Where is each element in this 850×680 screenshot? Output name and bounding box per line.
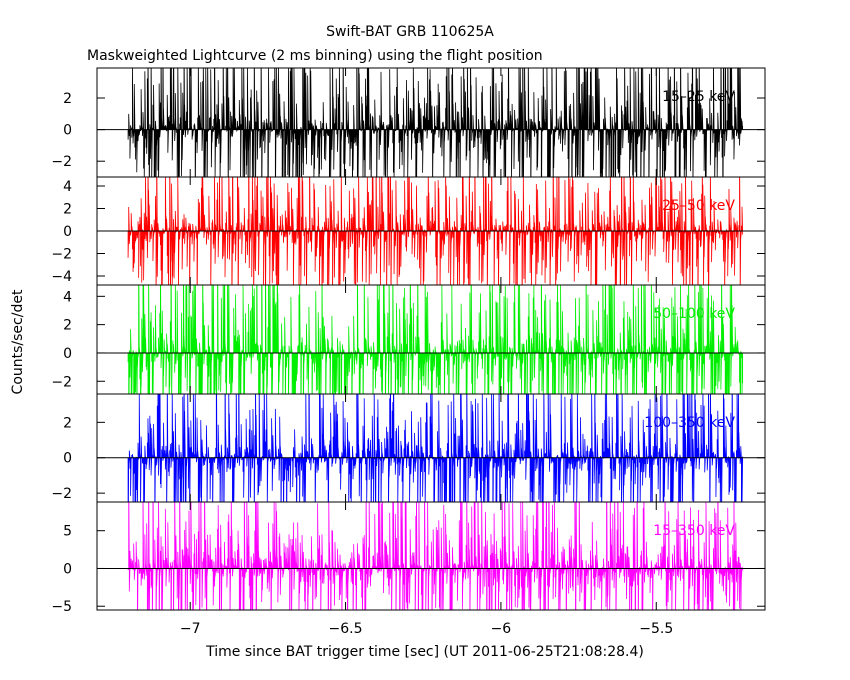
series-trace: [127, 502, 744, 610]
y-axis-label: Counts/sec/det: [10, 289, 26, 394]
chart-subtitle: Maskweighted Lightcurve (2 ms binning) u…: [87, 48, 543, 64]
chart-title: Swift-BAT GRB 110625A: [326, 24, 494, 40]
legend-label: 50–100 keV: [653, 306, 735, 322]
y-tick-label: 2: [63, 202, 72, 218]
x-tick-label: −7: [180, 621, 201, 637]
y-tick-label: 0: [63, 561, 72, 577]
y-tick-label: 2: [63, 318, 72, 334]
y-tick-label: 0: [63, 346, 72, 362]
y-tick-label: 5: [63, 524, 72, 540]
legend-label: 15–25 keV: [662, 89, 735, 105]
y-tick-label: 4: [63, 289, 72, 305]
x-tick-label: −6.5: [329, 621, 363, 637]
series-trace: [127, 68, 744, 177]
panels-group: −2 0 2 15–25 keV −4 −2 0 2 4 25–50 keV −2 0 2 4 50–100…: [51, 67, 766, 615]
series-trace: [127, 177, 744, 285]
series-trace: [127, 285, 744, 394]
y-tick-label: −4: [51, 269, 72, 285]
legend-label: 15–350 keV: [653, 523, 735, 539]
y-tick-label: 2: [63, 415, 72, 431]
legend-label: 100–350 keV: [644, 415, 735, 431]
panel-3: −2 0 2 4 50–100 keV: [51, 284, 766, 395]
panel-frame: [96, 501, 766, 611]
x-axis: −7 −6.5 −6 −5.5: [180, 621, 673, 637]
y-tick-label: 2: [63, 91, 72, 107]
y-tick-label: 0: [63, 451, 72, 467]
y-tick-label: −2: [51, 154, 72, 170]
x-tick-label: −6: [491, 621, 512, 637]
y-tick-label: −2: [51, 374, 72, 390]
y-tick-label: 0: [63, 123, 72, 139]
y-tick-label: −5: [51, 599, 72, 615]
y-tick-label: −2: [51, 247, 72, 263]
legend-label: 25–50 keV: [662, 198, 735, 214]
panel-1: −2 0 2 15–25 keV: [51, 67, 766, 178]
x-tick-label: −5.5: [639, 621, 673, 637]
y-tick-label: −2: [51, 486, 72, 502]
x-axis-label: Time since BAT trigger time [sec] (UT 20…: [205, 644, 644, 660]
y-tick-label: 4: [63, 179, 72, 195]
y-tick-label: 0: [63, 224, 72, 240]
panel-2: −4 −2 0 2 4 25–50 keV: [51, 176, 766, 286]
panel-5: −5 0 5 15–350 keV: [51, 501, 766, 615]
